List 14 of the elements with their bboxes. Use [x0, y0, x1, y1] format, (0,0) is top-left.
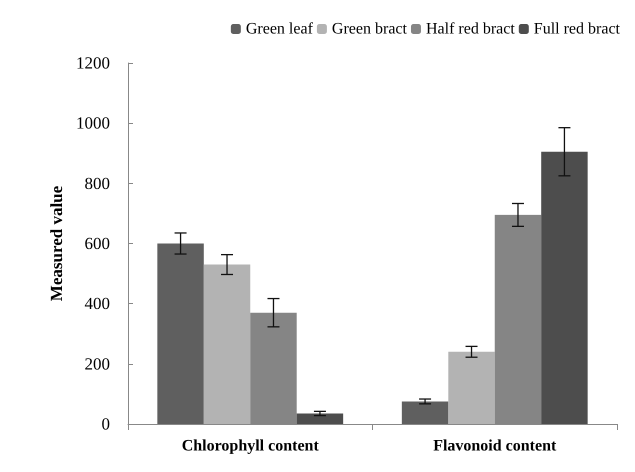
y-tick-label: 800	[84, 174, 110, 193]
y-tick-label: 1200	[76, 54, 110, 72]
legend-label: Green bract	[332, 20, 408, 38]
legend-label: Full red bract	[534, 20, 621, 38]
y-tick-label: 1000	[76, 114, 110, 133]
legend-label: Half red bract	[426, 20, 516, 38]
y-tick-label: 400	[84, 294, 110, 314]
legend-label: Green leaf	[246, 20, 314, 38]
y-tick-label: 200	[84, 354, 110, 374]
y-axis-title: Measured value	[47, 185, 66, 302]
y-tick-label: 600	[84, 234, 110, 253]
y-tick-label: 0	[102, 414, 110, 434]
x-tick-label: Chlorophyll content	[182, 438, 320, 454]
x-tick-label: Flavonoid content	[433, 438, 557, 454]
